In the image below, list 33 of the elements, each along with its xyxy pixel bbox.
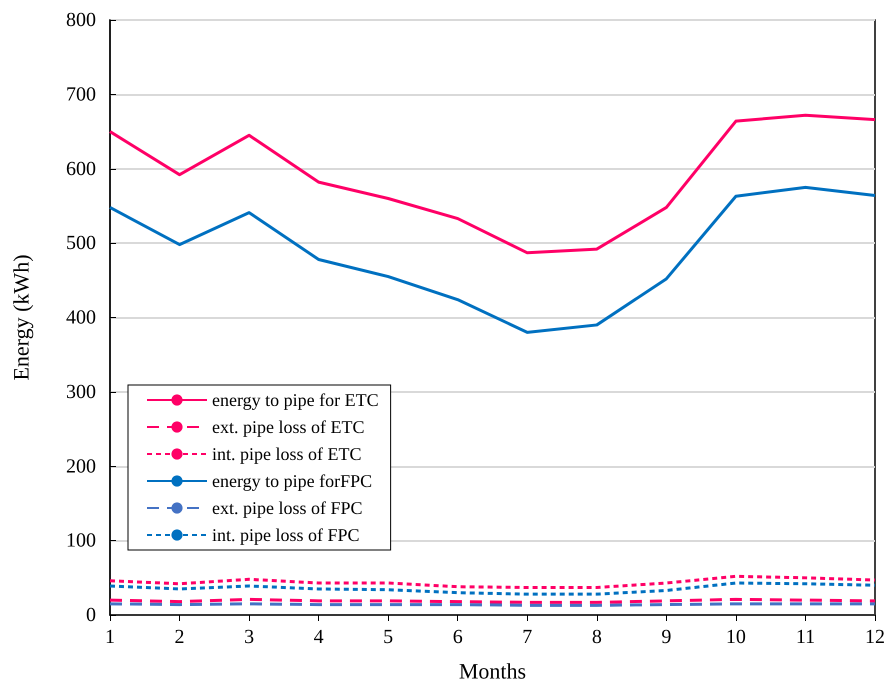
line-series bbox=[108, 186, 876, 334]
x-tick-label: 11 bbox=[796, 626, 816, 648]
y-tick-label: 800 bbox=[66, 9, 96, 31]
y-tick-label: 600 bbox=[66, 158, 96, 180]
x-tick-label: 10 bbox=[726, 626, 746, 648]
legend-label: ext. pipe loss of FPC bbox=[212, 498, 363, 518]
x-tick-label: 8 bbox=[592, 626, 602, 648]
y-tick-label: 500 bbox=[66, 232, 96, 254]
y-tick-label: 100 bbox=[66, 530, 96, 552]
legend-label: ext. pipe loss of ETC bbox=[212, 417, 364, 437]
legend-label: int. pipe loss of FPC bbox=[212, 525, 360, 545]
legend-label: energy to pipe forFPC bbox=[212, 471, 372, 491]
y-tick-label: 700 bbox=[66, 83, 96, 106]
x-tick-label: 4 bbox=[314, 626, 324, 648]
line-series bbox=[108, 582, 876, 596]
x-axis-title: Months bbox=[458, 658, 526, 684]
legend-label: energy to pipe for ETC bbox=[212, 390, 379, 410]
x-tick-label: 9 bbox=[661, 626, 672, 648]
y-tick-label: 400 bbox=[66, 306, 96, 328]
x-tick-label: 3 bbox=[244, 626, 254, 648]
x-tick-label: 5 bbox=[383, 626, 394, 648]
y-tick-label: 0 bbox=[86, 604, 96, 626]
x-tick-label: 7 bbox=[522, 626, 532, 648]
y-axis-title: Energy (kWh) bbox=[8, 254, 34, 381]
y-tick-label: 200 bbox=[66, 455, 96, 478]
x-tick-label: 1 bbox=[105, 626, 115, 648]
line-series bbox=[108, 574, 876, 589]
x-tick-label: 6 bbox=[452, 626, 463, 648]
line-series bbox=[108, 114, 876, 254]
x-tick-label: 12 bbox=[865, 626, 885, 648]
legend-label: int. pipe loss of ETC bbox=[212, 444, 362, 464]
y-tick-label: 300 bbox=[66, 380, 96, 403]
x-tick-label: 2 bbox=[174, 626, 185, 648]
